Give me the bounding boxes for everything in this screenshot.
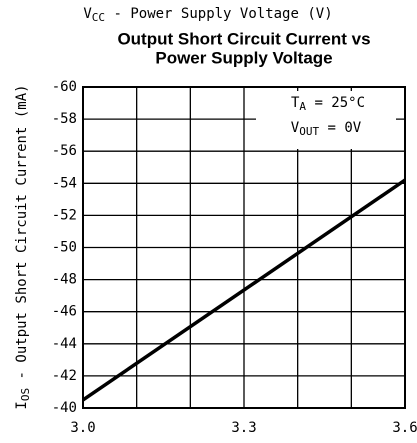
y-tick-label: -56: [52, 143, 77, 159]
annotation: TA = 25°C: [291, 95, 365, 113]
y-tick-label: -58: [52, 111, 77, 127]
x-tick-label: 3.3: [231, 420, 256, 436]
x-tick-label: 3.0: [70, 420, 95, 436]
x-tick-label: 3.6: [392, 420, 417, 436]
y-tick-label: -40: [52, 400, 77, 416]
y-tick-label: -60: [52, 79, 77, 95]
data-line: [82, 178, 406, 402]
label-sub: CC: [92, 11, 105, 24]
plot-frame: [82, 86, 406, 409]
y-tick-label: -46: [52, 304, 77, 320]
label-part: - Output Short Circuit Current (mA): [14, 84, 30, 387]
annotation-part: = 0V: [319, 120, 362, 136]
y-tick-label: -50: [52, 240, 77, 256]
chart-title: Power Supply Voltage: [155, 48, 332, 67]
y-tick-label: -48: [52, 272, 77, 288]
annotation-part: V: [291, 120, 300, 136]
y-tick-label: -44: [52, 336, 77, 352]
label-part: I: [14, 401, 30, 409]
label-sub: OS: [19, 388, 32, 401]
annotation-sub: A: [299, 100, 306, 113]
top-axis-label: VCC - Power Supply Voltage (V): [83, 6, 332, 24]
annotation-part: T: [291, 95, 300, 111]
annotation-part: = 25°C: [306, 95, 365, 111]
chart-title: Output Short Circuit Current vs: [117, 29, 370, 48]
annotation-box: [256, 91, 396, 149]
label-part: - Power Supply Voltage (V): [105, 6, 333, 22]
y-tick-label: -52: [52, 207, 77, 223]
label-part: V: [83, 6, 92, 22]
y-tick-label: -42: [52, 368, 77, 384]
annotation-sub: OUT: [299, 125, 319, 138]
y-axis-label: IOS - Output Short Circuit Current (mA): [14, 84, 32, 409]
annotation: VOUT = 0V: [291, 120, 362, 138]
y-tick-label: -54: [52, 175, 77, 191]
